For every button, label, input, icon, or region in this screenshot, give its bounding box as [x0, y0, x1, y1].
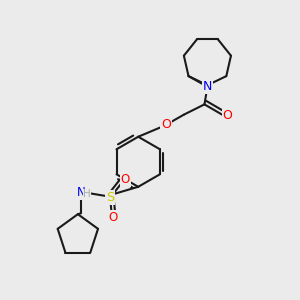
Text: O: O [108, 211, 118, 224]
Text: O: O [121, 173, 130, 186]
Text: O: O [161, 118, 171, 131]
Text: S: S [106, 190, 114, 204]
Text: H: H [83, 189, 91, 199]
Text: N: N [203, 80, 212, 93]
Text: N: N [76, 186, 85, 199]
Text: O: O [223, 109, 232, 122]
